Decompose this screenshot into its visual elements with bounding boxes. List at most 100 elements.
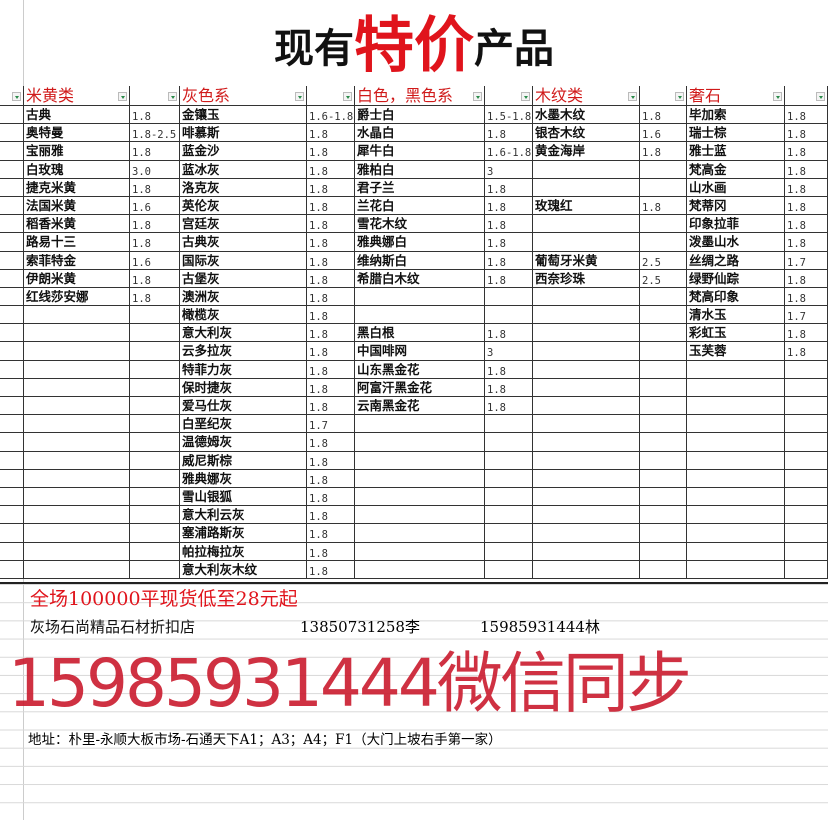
product-name-cell[interactable]: 绿野仙踪: [687, 269, 785, 287]
thickness-cell[interactable]: [785, 415, 828, 433]
column-header-value[interactable]: [485, 86, 533, 105]
filter-dropdown-icon[interactable]: [521, 92, 530, 101]
thickness-cell[interactable]: [640, 415, 687, 433]
product-name-cell[interactable]: 泼墨山水: [687, 233, 785, 251]
filter-dropdown-icon[interactable]: [118, 92, 127, 101]
product-name-cell[interactable]: [533, 433, 640, 451]
thickness-cell[interactable]: 1.8: [785, 233, 828, 251]
thickness-cell[interactable]: 1.5-1.8: [485, 106, 533, 124]
thickness-cell[interactable]: [640, 233, 687, 251]
thickness-cell[interactable]: 1.8: [130, 287, 180, 306]
product-name-cell[interactable]: 金镶玉: [180, 106, 307, 124]
product-name-cell[interactable]: [24, 451, 130, 469]
product-name-cell[interactable]: 稻香米黄: [24, 215, 130, 233]
thickness-cell[interactable]: [130, 415, 180, 433]
thickness-cell[interactable]: [130, 524, 180, 542]
product-name-cell[interactable]: 梵蒂冈: [687, 196, 785, 215]
thickness-cell[interactable]: 1.6: [130, 196, 180, 215]
product-name-cell[interactable]: [24, 560, 130, 578]
product-name-cell[interactable]: [687, 524, 785, 542]
product-name-cell[interactable]: 云南黑金花: [355, 397, 485, 415]
thickness-cell[interactable]: 1.8: [485, 378, 533, 396]
product-name-cell[interactable]: 捷克米黄: [24, 178, 130, 196]
thickness-cell[interactable]: 1.8: [785, 160, 828, 178]
product-name-cell[interactable]: [533, 542, 640, 560]
product-name-cell[interactable]: [24, 506, 130, 524]
thickness-cell[interactable]: 1.8: [307, 542, 355, 560]
product-name-cell[interactable]: [355, 415, 485, 433]
product-name-cell[interactable]: 伊朗米黄: [24, 269, 130, 287]
thickness-cell[interactable]: 1.8: [785, 106, 828, 124]
thickness-cell[interactable]: 1.8: [307, 433, 355, 451]
product-name-cell[interactable]: 威尼斯棕: [180, 451, 307, 469]
thickness-cell[interactable]: 1.7: [785, 251, 828, 269]
thickness-cell[interactable]: [785, 360, 828, 378]
thickness-cell[interactable]: 1.8: [785, 124, 828, 142]
product-name-cell[interactable]: 意大利灰木纹: [180, 560, 307, 578]
thickness-cell[interactable]: [640, 324, 687, 342]
product-name-cell[interactable]: 古堡灰: [180, 269, 307, 287]
thickness-cell[interactable]: [640, 378, 687, 396]
product-name-cell[interactable]: [533, 524, 640, 542]
product-name-cell[interactable]: [533, 360, 640, 378]
thickness-cell[interactable]: [485, 542, 533, 560]
product-name-cell[interactable]: [687, 487, 785, 506]
product-name-cell[interactable]: [24, 397, 130, 415]
filter-dropdown-icon[interactable]: [675, 92, 684, 101]
thickness-cell[interactable]: 1.8: [785, 342, 828, 360]
thickness-cell[interactable]: 1.7: [307, 415, 355, 433]
thickness-cell[interactable]: 1.8: [307, 524, 355, 542]
thickness-cell[interactable]: [485, 524, 533, 542]
thickness-cell[interactable]: 1.8: [485, 178, 533, 196]
thickness-cell[interactable]: [130, 397, 180, 415]
thickness-cell[interactable]: 1.8: [485, 360, 533, 378]
thickness-cell[interactable]: 1.8: [307, 469, 355, 487]
thickness-cell[interactable]: [130, 324, 180, 342]
product-name-cell[interactable]: [355, 287, 485, 306]
filter-dropdown-icon[interactable]: [773, 92, 782, 101]
thickness-cell[interactable]: [640, 506, 687, 524]
filter-dropdown-icon[interactable]: [628, 92, 637, 101]
thickness-cell[interactable]: [485, 506, 533, 524]
product-name-cell[interactable]: 阿富汗黑金花: [355, 378, 485, 396]
thickness-cell[interactable]: 1.8: [307, 215, 355, 233]
product-name-cell[interactable]: 蓝冰灰: [180, 160, 307, 178]
thickness-cell[interactable]: 1.8: [640, 142, 687, 160]
product-name-cell[interactable]: [533, 160, 640, 178]
product-name-cell[interactable]: [24, 360, 130, 378]
thickness-cell[interactable]: 1.8: [485, 233, 533, 251]
product-name-cell[interactable]: 彩虹玉: [687, 324, 785, 342]
thickness-cell[interactable]: [485, 469, 533, 487]
product-name-cell[interactable]: 蓝金沙: [180, 142, 307, 160]
product-name-cell[interactable]: 西奈珍珠: [533, 269, 640, 287]
product-name-cell[interactable]: 白玫瑰: [24, 160, 130, 178]
thickness-cell[interactable]: 1.8: [130, 106, 180, 124]
thickness-cell[interactable]: 1.8: [307, 251, 355, 269]
thickness-cell[interactable]: 2.5: [640, 269, 687, 287]
product-name-cell[interactable]: 意大利灰: [180, 324, 307, 342]
thickness-cell[interactable]: 1.8: [307, 269, 355, 287]
thickness-cell[interactable]: 1.8: [785, 324, 828, 342]
product-name-cell[interactable]: 保时捷灰: [180, 378, 307, 396]
product-name-cell[interactable]: 温德姆灰: [180, 433, 307, 451]
thickness-cell[interactable]: 1.8: [130, 178, 180, 196]
thickness-cell[interactable]: 1.8: [485, 324, 533, 342]
product-name-cell[interactable]: 希腊白木纹: [355, 269, 485, 287]
product-name-cell[interactable]: 黄金海岸: [533, 142, 640, 160]
product-name-cell[interactable]: [355, 469, 485, 487]
product-name-cell[interactable]: [355, 542, 485, 560]
filter-dropdown-icon[interactable]: [343, 92, 352, 101]
thickness-cell[interactable]: [130, 451, 180, 469]
product-name-cell[interactable]: 雪花木纹: [355, 215, 485, 233]
product-name-cell[interactable]: 水晶白: [355, 124, 485, 142]
thickness-cell[interactable]: 1.8: [130, 233, 180, 251]
thickness-cell[interactable]: 1.8: [785, 269, 828, 287]
product-name-cell[interactable]: [687, 433, 785, 451]
product-name-cell[interactable]: [687, 397, 785, 415]
product-name-cell[interactable]: [24, 324, 130, 342]
product-name-cell[interactable]: [687, 469, 785, 487]
product-name-cell[interactable]: [533, 560, 640, 578]
product-name-cell[interactable]: 雅士蓝: [687, 142, 785, 160]
thickness-cell[interactable]: 1.8: [785, 142, 828, 160]
product-name-cell[interactable]: 犀牛白: [355, 142, 485, 160]
